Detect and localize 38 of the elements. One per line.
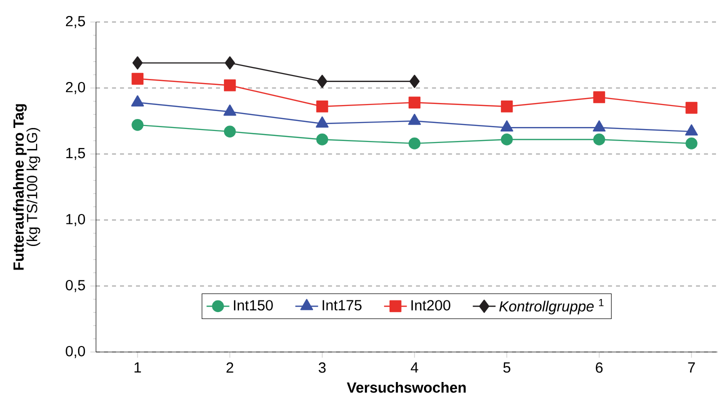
point xyxy=(224,56,235,70)
y-axis-title: Futteraufnahme pro Tag xyxy=(12,104,27,270)
point xyxy=(593,134,606,146)
point xyxy=(316,100,328,112)
point xyxy=(686,138,698,150)
y-tick-label: 0,5 xyxy=(66,280,85,292)
point xyxy=(500,100,513,112)
point xyxy=(686,102,698,114)
point xyxy=(317,74,328,88)
y-tick-label: 2,5 xyxy=(66,16,85,28)
y-tick-label: 1,5 xyxy=(66,148,85,160)
legend-label: Kontrollgruppe $^{1}$ xyxy=(499,299,604,314)
y-tick-label: 1,0 xyxy=(66,214,86,226)
x-tick-label: 1 xyxy=(134,362,141,372)
point xyxy=(132,56,143,70)
x-tick-label: 6 xyxy=(596,362,603,373)
point xyxy=(224,126,236,138)
point xyxy=(500,134,513,146)
x-tick-label: 2 xyxy=(226,362,234,373)
x-tick-label: 4 xyxy=(410,362,418,372)
x-axis-title: Versuchswochen xyxy=(346,382,466,393)
x-tick-label: 5 xyxy=(503,362,510,373)
y-tick-label: 0,0 xyxy=(66,346,86,358)
text: (kg TS/100 kg LG) xyxy=(26,128,40,246)
point xyxy=(408,138,420,150)
x-tick-label: 7 xyxy=(688,362,695,372)
legend-label: Int175 xyxy=(322,300,362,310)
point xyxy=(408,96,420,108)
point xyxy=(593,91,606,104)
legend-label: Int200 xyxy=(411,300,450,310)
point xyxy=(316,134,328,146)
y-tick-label: 2,0 xyxy=(66,82,86,94)
point xyxy=(409,74,420,88)
point xyxy=(224,79,236,92)
x-tick-label: 3 xyxy=(318,362,326,373)
legend-label: Int150 xyxy=(234,300,273,310)
point xyxy=(132,72,144,85)
point xyxy=(132,119,144,131)
